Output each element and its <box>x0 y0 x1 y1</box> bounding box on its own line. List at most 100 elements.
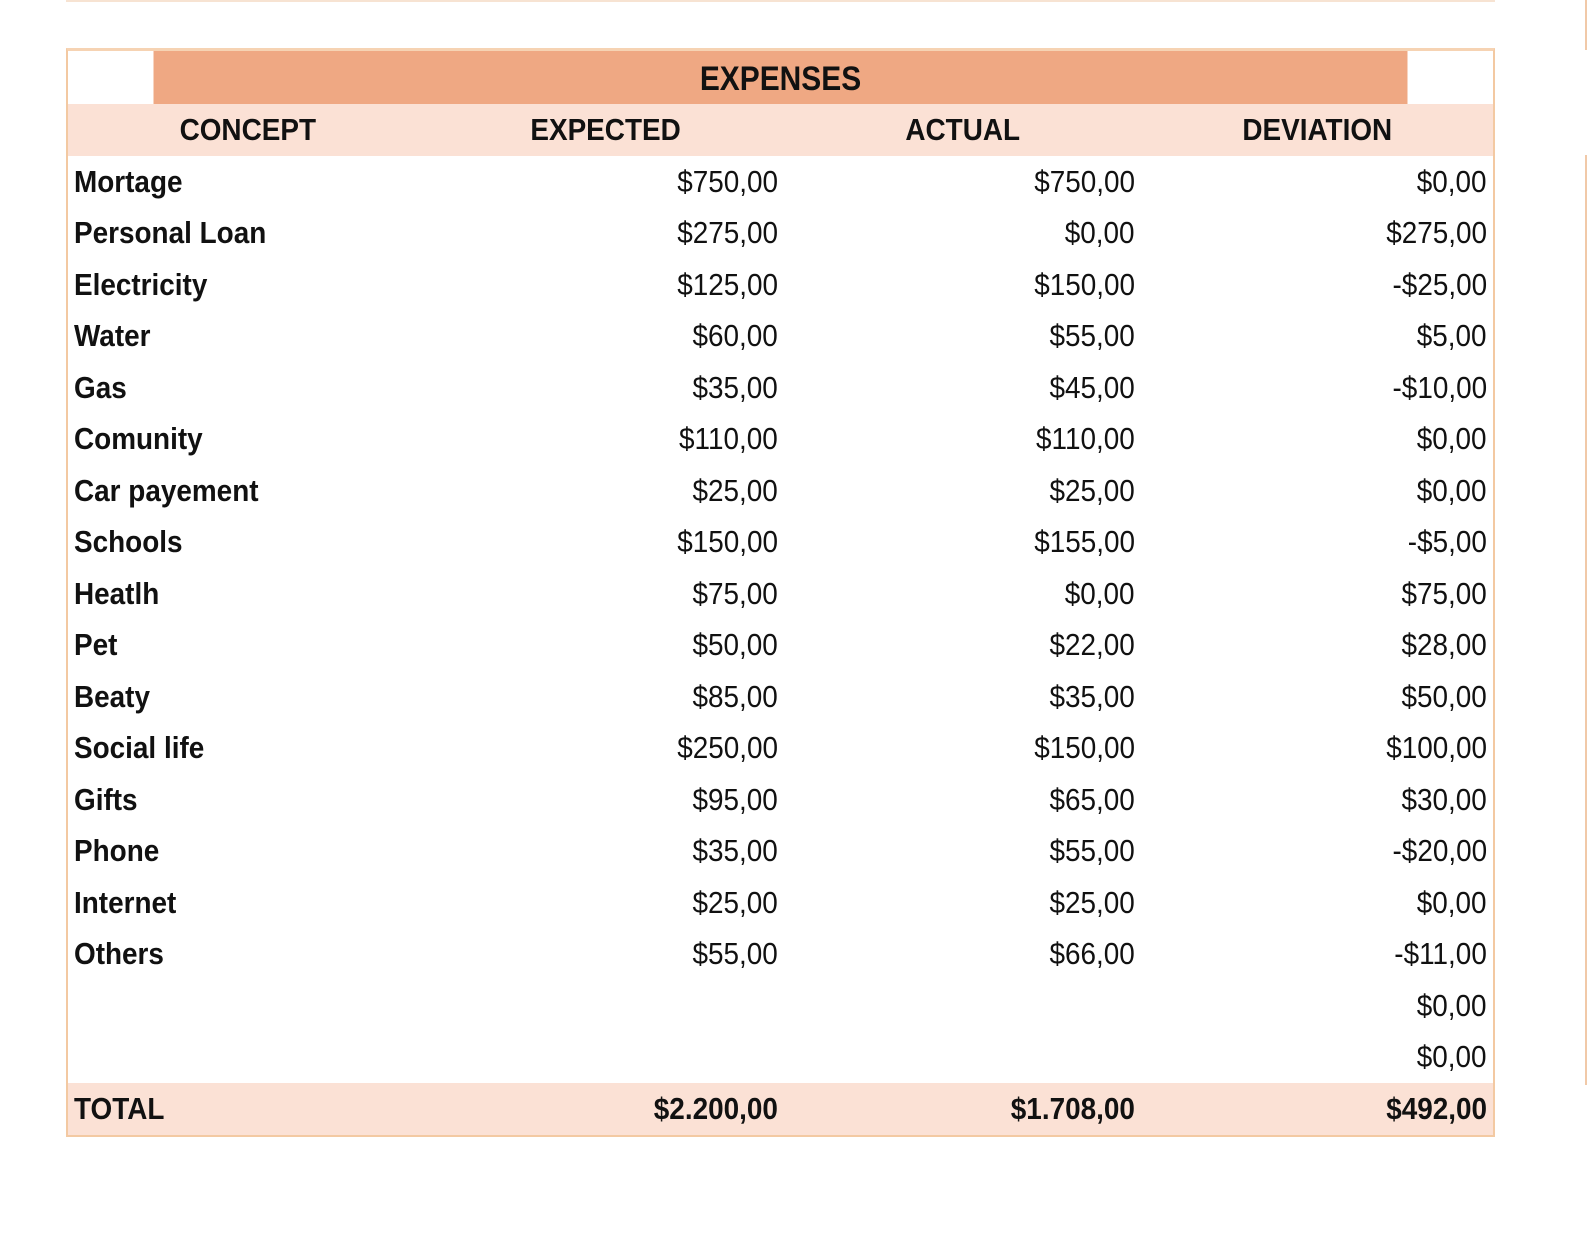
cell-actual[interactable]: $25,00 <box>1049 472 1135 508</box>
cell-expected[interactable]: $50,00 <box>692 627 778 663</box>
cell-expected[interactable]: $125,00 <box>677 266 778 302</box>
cell-concept[interactable]: Gifts <box>74 781 138 817</box>
cell-concept[interactable]: Phone <box>74 833 160 869</box>
table-row: Electricity $125,00 $150,00 -$25,00 <box>68 259 1493 311</box>
cell-expected[interactable]: $750,00 <box>677 163 778 199</box>
cell-deviation[interactable]: -$10,00 <box>1392 369 1487 405</box>
cell-expected[interactable]: $75,00 <box>692 575 778 611</box>
cell-actual[interactable]: $55,00 <box>1049 833 1135 869</box>
table-body: Mortage $750,00 $750,00 $0,00 Personal Loan $… <box>68 156 1493 1083</box>
cell-concept[interactable]: Internet <box>74 884 177 920</box>
adjacent-table-edge <box>1585 0 1587 50</box>
cell-expected[interactable]: $85,00 <box>692 678 778 714</box>
cell-concept[interactable] <box>68 1039 428 1075</box>
cell-deviation[interactable]: $100,00 <box>1386 730 1487 766</box>
cell-concept[interactable]: Beaty <box>74 678 150 714</box>
cell-deviation[interactable]: $30,00 <box>1401 781 1487 817</box>
cell-expected[interactable]: $35,00 <box>692 833 778 869</box>
cell-actual[interactable]: $22,00 <box>1049 627 1135 663</box>
table-row: Water $60,00 $55,00 $5,00 <box>68 311 1493 363</box>
table-row: Phone $35,00 $55,00 -$20,00 <box>68 826 1493 878</box>
cell-deviation[interactable]: $0,00 <box>1417 1039 1487 1075</box>
cell-actual[interactable]: $150,00 <box>1034 266 1135 302</box>
cell-concept[interactable]: Social life <box>74 730 205 766</box>
cell-deviation[interactable]: $28,00 <box>1401 627 1487 663</box>
table-row: $0,00 <box>68 980 1493 1032</box>
cell-expected[interactable]: $35,00 <box>692 369 778 405</box>
cell-actual[interactable] <box>784 988 1141 1024</box>
cell-concept[interactable]: Heatlh <box>74 575 160 611</box>
cell-actual[interactable] <box>784 1039 1141 1075</box>
cell-actual[interactable]: $66,00 <box>1049 936 1135 972</box>
total-label[interactable]: TOTAL <box>74 1090 165 1126</box>
table-row: Gas $35,00 $45,00 -$10,00 <box>68 362 1493 414</box>
cell-deviation[interactable]: $50,00 <box>1401 678 1487 714</box>
cell-concept[interactable]: Comunity <box>74 421 203 457</box>
table-row: $0,00 <box>68 1032 1493 1084</box>
cell-deviation[interactable]: -$11,00 <box>1394 936 1487 972</box>
table-row: Gifts $95,00 $65,00 $30,00 <box>68 774 1493 826</box>
column-header-actual[interactable]: ACTUAL <box>905 112 1020 147</box>
cell-expected[interactable]: $110,00 <box>679 421 778 457</box>
cell-actual[interactable]: $0,00 <box>1065 215 1135 251</box>
cell-expected[interactable]: $25,00 <box>692 884 778 920</box>
cell-concept[interactable]: Electricity <box>74 266 208 302</box>
cell-concept[interactable]: Pet <box>74 627 118 663</box>
cell-deviation[interactable]: -$25,00 <box>1392 266 1487 302</box>
cell-actual[interactable]: $55,00 <box>1049 318 1135 354</box>
cell-expected[interactable]: $275,00 <box>677 215 778 251</box>
cell-concept[interactable]: Gas <box>74 369 127 405</box>
cell-concept[interactable] <box>68 988 428 1024</box>
cell-expected[interactable] <box>428 1039 784 1075</box>
total-actual[interactable]: $1.708,00 <box>1010 1090 1135 1126</box>
cell-deviation[interactable]: $75,00 <box>1401 575 1487 611</box>
total-deviation[interactable]: $492,00 <box>1386 1090 1487 1126</box>
divider <box>66 0 1495 2</box>
cell-deviation[interactable]: $0,00 <box>1417 472 1487 508</box>
cell-concept[interactable]: Mortage <box>74 163 183 199</box>
cell-actual[interactable]: $25,00 <box>1049 884 1135 920</box>
cell-concept[interactable]: Personal Loan <box>74 215 267 251</box>
cell-actual[interactable]: $0,00 <box>1065 575 1135 611</box>
cell-actual[interactable]: $750,00 <box>1034 163 1135 199</box>
cell-actual[interactable]: $65,00 <box>1049 781 1135 817</box>
cell-actual[interactable]: $150,00 <box>1034 730 1135 766</box>
cell-deviation[interactable]: $0,00 <box>1417 421 1487 457</box>
table-row: Mortage $750,00 $750,00 $0,00 <box>68 156 1493 208</box>
table-row: Heatlh $75,00 $0,00 $75,00 <box>68 568 1493 620</box>
cell-concept[interactable]: Schools <box>74 524 183 560</box>
cell-concept[interactable]: Water <box>74 318 151 354</box>
table-row: Car payement $25,00 $25,00 $0,00 <box>68 465 1493 517</box>
cell-expected[interactable]: $25,00 <box>692 472 778 508</box>
column-header-deviation[interactable]: DEVIATION <box>1242 112 1392 147</box>
table-row: Others $55,00 $66,00 -$11,00 <box>68 929 1493 981</box>
table-title: EXPENSES <box>153 51 1408 104</box>
cell-expected[interactable]: $60,00 <box>692 318 778 354</box>
cell-expected[interactable] <box>428 988 784 1024</box>
table-row: Social life $250,00 $150,00 $100,00 <box>68 723 1493 775</box>
cell-deviation[interactable]: $0,00 <box>1417 884 1487 920</box>
column-header-expected[interactable]: EXPECTED <box>530 112 682 147</box>
cell-actual[interactable]: $155,00 <box>1034 524 1135 560</box>
cell-deviation[interactable]: -$20,00 <box>1392 833 1487 869</box>
cell-deviation[interactable]: $5,00 <box>1417 318 1487 354</box>
cell-deviation[interactable]: $0,00 <box>1417 163 1487 199</box>
cell-actual[interactable]: $110,00 <box>1036 421 1135 457</box>
cell-concept[interactable]: Others <box>74 936 164 972</box>
cell-actual[interactable]: $35,00 <box>1049 678 1135 714</box>
cell-deviation[interactable]: -$5,00 <box>1407 524 1487 560</box>
cell-expected[interactable]: $95,00 <box>692 781 778 817</box>
cell-actual[interactable]: $45,00 <box>1049 369 1135 405</box>
cell-deviation[interactable]: $0,00 <box>1417 987 1487 1023</box>
cell-expected[interactable]: $250,00 <box>677 730 778 766</box>
column-header-concept[interactable]: CONCEPT <box>179 112 317 147</box>
table-row: Comunity $110,00 $110,00 $0,00 <box>68 414 1493 466</box>
total-expected[interactable]: $2.200,00 <box>653 1090 778 1126</box>
table-row: Pet $50,00 $22,00 $28,00 <box>68 620 1493 672</box>
cell-concept[interactable]: Car payement <box>74 472 259 508</box>
table-row: Internet $25,00 $25,00 $0,00 <box>68 877 1493 929</box>
cell-expected[interactable]: $150,00 <box>677 524 778 560</box>
cell-deviation[interactable]: $275,00 <box>1386 215 1487 251</box>
adjacent-table-edge <box>1585 155 1587 1085</box>
cell-expected[interactable]: $55,00 <box>692 936 778 972</box>
